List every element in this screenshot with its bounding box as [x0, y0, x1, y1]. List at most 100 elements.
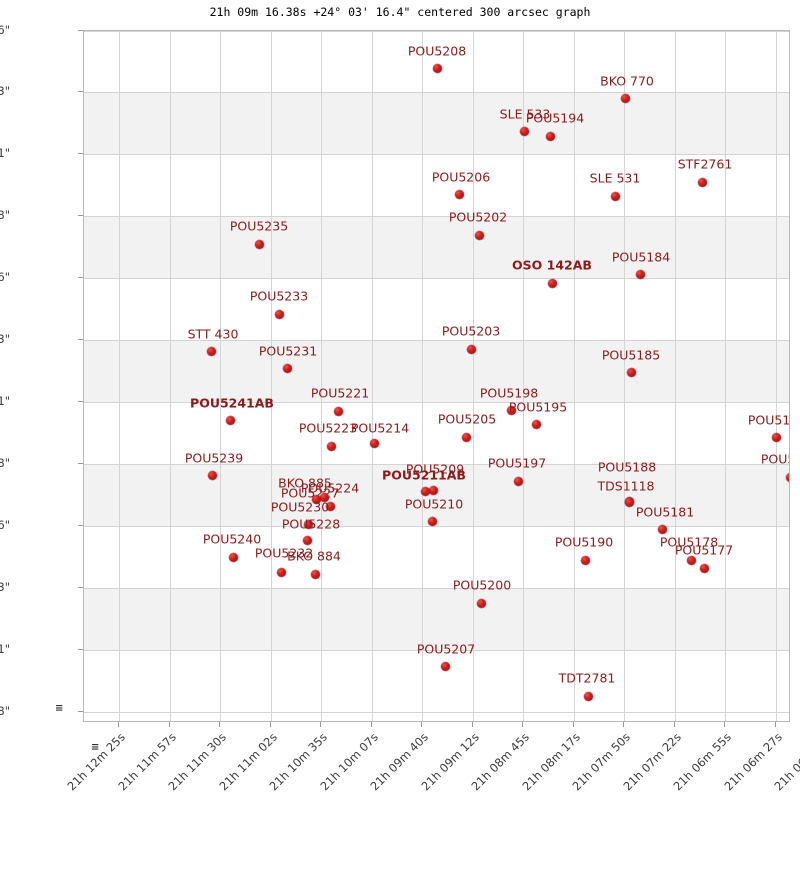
star-label: BKO 884	[287, 548, 341, 564]
star-marker[interactable]	[545, 131, 555, 141]
star-marker[interactable]	[506, 405, 516, 415]
x-axis-tick-mark	[320, 722, 321, 727]
y-axis-tick-label: +24° 10' 43"	[0, 332, 10, 346]
y-axis-tick-label: +24° 38' 13"	[0, 84, 10, 98]
star-marker[interactable]	[699, 563, 709, 573]
star-marker[interactable]	[610, 191, 620, 201]
star-marker[interactable]	[428, 485, 438, 495]
star-marker[interactable]	[333, 406, 343, 416]
star-marker[interactable]	[325, 501, 335, 511]
star-marker[interactable]	[302, 535, 312, 545]
star-marker[interactable]	[310, 569, 320, 579]
chart-title: 21h 09m 16.38s +24° 03' 16.4" centered 3…	[209, 5, 591, 19]
x-axis-tick-mark	[270, 722, 271, 727]
band-1	[84, 216, 789, 278]
star-label: POU5198	[479, 385, 539, 401]
star-label: POU5233	[249, 288, 309, 304]
y-axis-tick-label: +24° 03' 51"	[0, 394, 10, 408]
star-marker[interactable]	[697, 177, 707, 187]
star-marker[interactable]	[785, 472, 789, 482]
star-marker[interactable]	[686, 555, 696, 565]
star-label: POU5223	[298, 420, 358, 436]
gridline-vertical-3	[271, 31, 272, 721]
star-label: POU5188	[597, 459, 657, 475]
y-axis-tick-mark	[78, 153, 83, 154]
star-marker[interactable]	[319, 492, 329, 502]
star-label: POU5241AB	[190, 395, 274, 411]
star-marker[interactable]	[771, 432, 781, 442]
star-marker[interactable]	[626, 367, 636, 377]
star-label: POU5185	[601, 347, 661, 363]
star-marker[interactable]	[440, 661, 450, 671]
x-axis-tick-mark	[421, 722, 422, 727]
star-marker[interactable]	[206, 346, 216, 356]
star-marker[interactable]	[254, 239, 264, 249]
star-marker[interactable]	[476, 598, 486, 608]
star-marker[interactable]	[311, 494, 321, 504]
star-marker[interactable]	[225, 415, 235, 425]
star-label: POU5221	[310, 385, 370, 401]
star-label: POU5203	[441, 323, 501, 339]
star-label: STT 430	[187, 326, 239, 342]
star-marker[interactable]	[531, 419, 541, 429]
star-label: POU5211AB	[382, 467, 466, 483]
star-label: POU5206	[431, 169, 491, 185]
star-marker[interactable]	[635, 269, 645, 279]
y-axis-tick-mark	[78, 215, 83, 216]
star-label: TDS1118	[597, 478, 655, 494]
x-axis-tick-mark	[371, 722, 372, 727]
y-axis-tick-mark	[78, 711, 83, 712]
star-label: POU5181	[635, 504, 695, 520]
star-marker[interactable]	[519, 126, 529, 136]
star-marker[interactable]	[657, 524, 667, 534]
star-marker[interactable]	[474, 230, 484, 240]
star-marker[interactable]	[461, 432, 471, 442]
star-label: BKO 885	[278, 475, 332, 491]
star-marker[interactable]	[420, 486, 430, 496]
star-marker[interactable]	[303, 519, 313, 529]
gridline-vertical-10	[624, 31, 625, 721]
x-axis-tick-mark	[724, 722, 725, 727]
star-label: POU5163	[760, 451, 789, 467]
star-marker[interactable]	[326, 441, 336, 451]
star-marker[interactable]	[432, 63, 442, 73]
star-marker[interactable]	[276, 567, 286, 577]
star-label: POU5209	[405, 461, 465, 477]
star-label: POU5202	[448, 209, 508, 225]
star-label: STF2761	[677, 156, 733, 172]
gridline-vertical-6	[422, 31, 423, 721]
star-marker[interactable]	[207, 470, 217, 480]
star-marker[interactable]	[282, 363, 292, 373]
star-marker[interactable]	[274, 309, 284, 319]
star-marker[interactable]	[427, 516, 437, 526]
gridline-horizontal-7	[84, 464, 789, 465]
gridline-vertical-7	[473, 31, 474, 721]
star-label: POU5214	[350, 420, 410, 436]
y-axis-tick-label: +23° 43' 13"	[0, 580, 10, 594]
star-marker[interactable]	[369, 438, 379, 448]
gridline-horizontal-8	[84, 526, 789, 527]
star-marker[interactable]	[454, 189, 464, 199]
star-label: POU5210	[404, 496, 464, 512]
gridline-vertical-13	[776, 31, 777, 721]
star-marker[interactable]	[228, 552, 238, 562]
star-marker[interactable]	[624, 497, 634, 507]
star-label: POU5177	[674, 542, 734, 558]
star-marker[interactable]	[620, 93, 630, 103]
star-marker[interactable]	[583, 691, 593, 701]
star-label: POU5230	[270, 499, 330, 515]
x-axis-tick-mark	[522, 722, 523, 727]
band-2	[84, 340, 789, 402]
star-label: POU5228	[281, 516, 341, 532]
gridline-vertical-11	[675, 31, 676, 721]
star-marker[interactable]	[466, 344, 476, 354]
gridline-horizontal-5	[84, 340, 789, 341]
plot-area[interactable]: POU5208 BKO 770 SLE 533 POU5194 STF2761 SLE 5…	[83, 30, 790, 722]
gridline-vertical-5	[372, 31, 373, 721]
y-axis-tick-mark	[78, 30, 83, 31]
gridline-vertical-8	[523, 31, 524, 721]
star-marker[interactable]	[513, 476, 523, 486]
star-marker[interactable]	[580, 555, 590, 565]
star-marker[interactable]	[547, 278, 557, 288]
y-axis-tick-mark	[78, 401, 83, 402]
